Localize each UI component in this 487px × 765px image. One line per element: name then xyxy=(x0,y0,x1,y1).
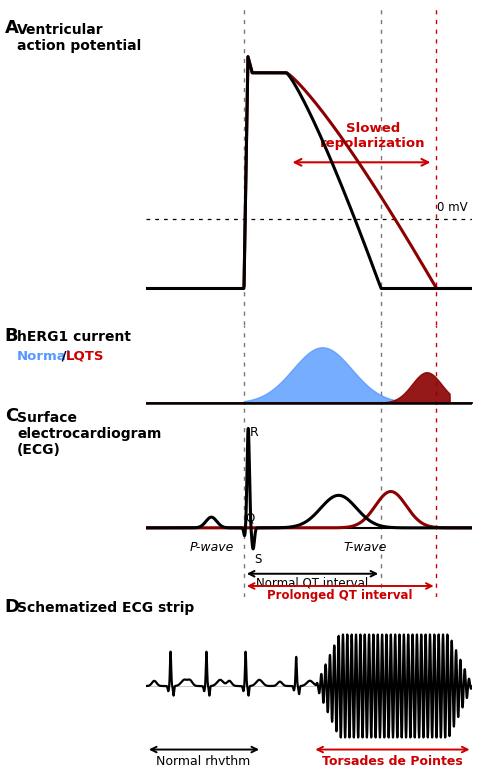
Text: Ventricular
action potential: Ventricular action potential xyxy=(17,23,141,53)
Text: R: R xyxy=(250,427,259,439)
Text: Surface
electrocardiogram
(ECG): Surface electrocardiogram (ECG) xyxy=(17,411,161,457)
Text: D: D xyxy=(5,598,20,617)
Text: Prolonged QT interval: Prolonged QT interval xyxy=(267,589,413,601)
Text: Q: Q xyxy=(245,512,255,525)
Text: Torsades de Pointes: Torsades de Pointes xyxy=(322,755,463,765)
Text: 0 mV: 0 mV xyxy=(437,201,468,214)
Text: Normal QT interval: Normal QT interval xyxy=(256,577,369,589)
Text: C: C xyxy=(5,407,18,425)
Text: A: A xyxy=(5,19,19,37)
Text: B: B xyxy=(5,327,19,346)
Text: Normal: Normal xyxy=(17,350,72,363)
Text: Slowed
repolarization: Slowed repolarization xyxy=(320,122,426,150)
Text: Schematized ECG strip: Schematized ECG strip xyxy=(17,601,194,615)
Text: T-wave: T-wave xyxy=(343,542,386,554)
Text: S: S xyxy=(254,552,261,565)
Text: LQTS: LQTS xyxy=(66,350,104,363)
Text: hERG1 current: hERG1 current xyxy=(17,330,131,344)
Text: Normal rhythm: Normal rhythm xyxy=(156,755,250,765)
Text: /: / xyxy=(57,350,72,363)
Text: P-wave: P-wave xyxy=(189,542,234,554)
